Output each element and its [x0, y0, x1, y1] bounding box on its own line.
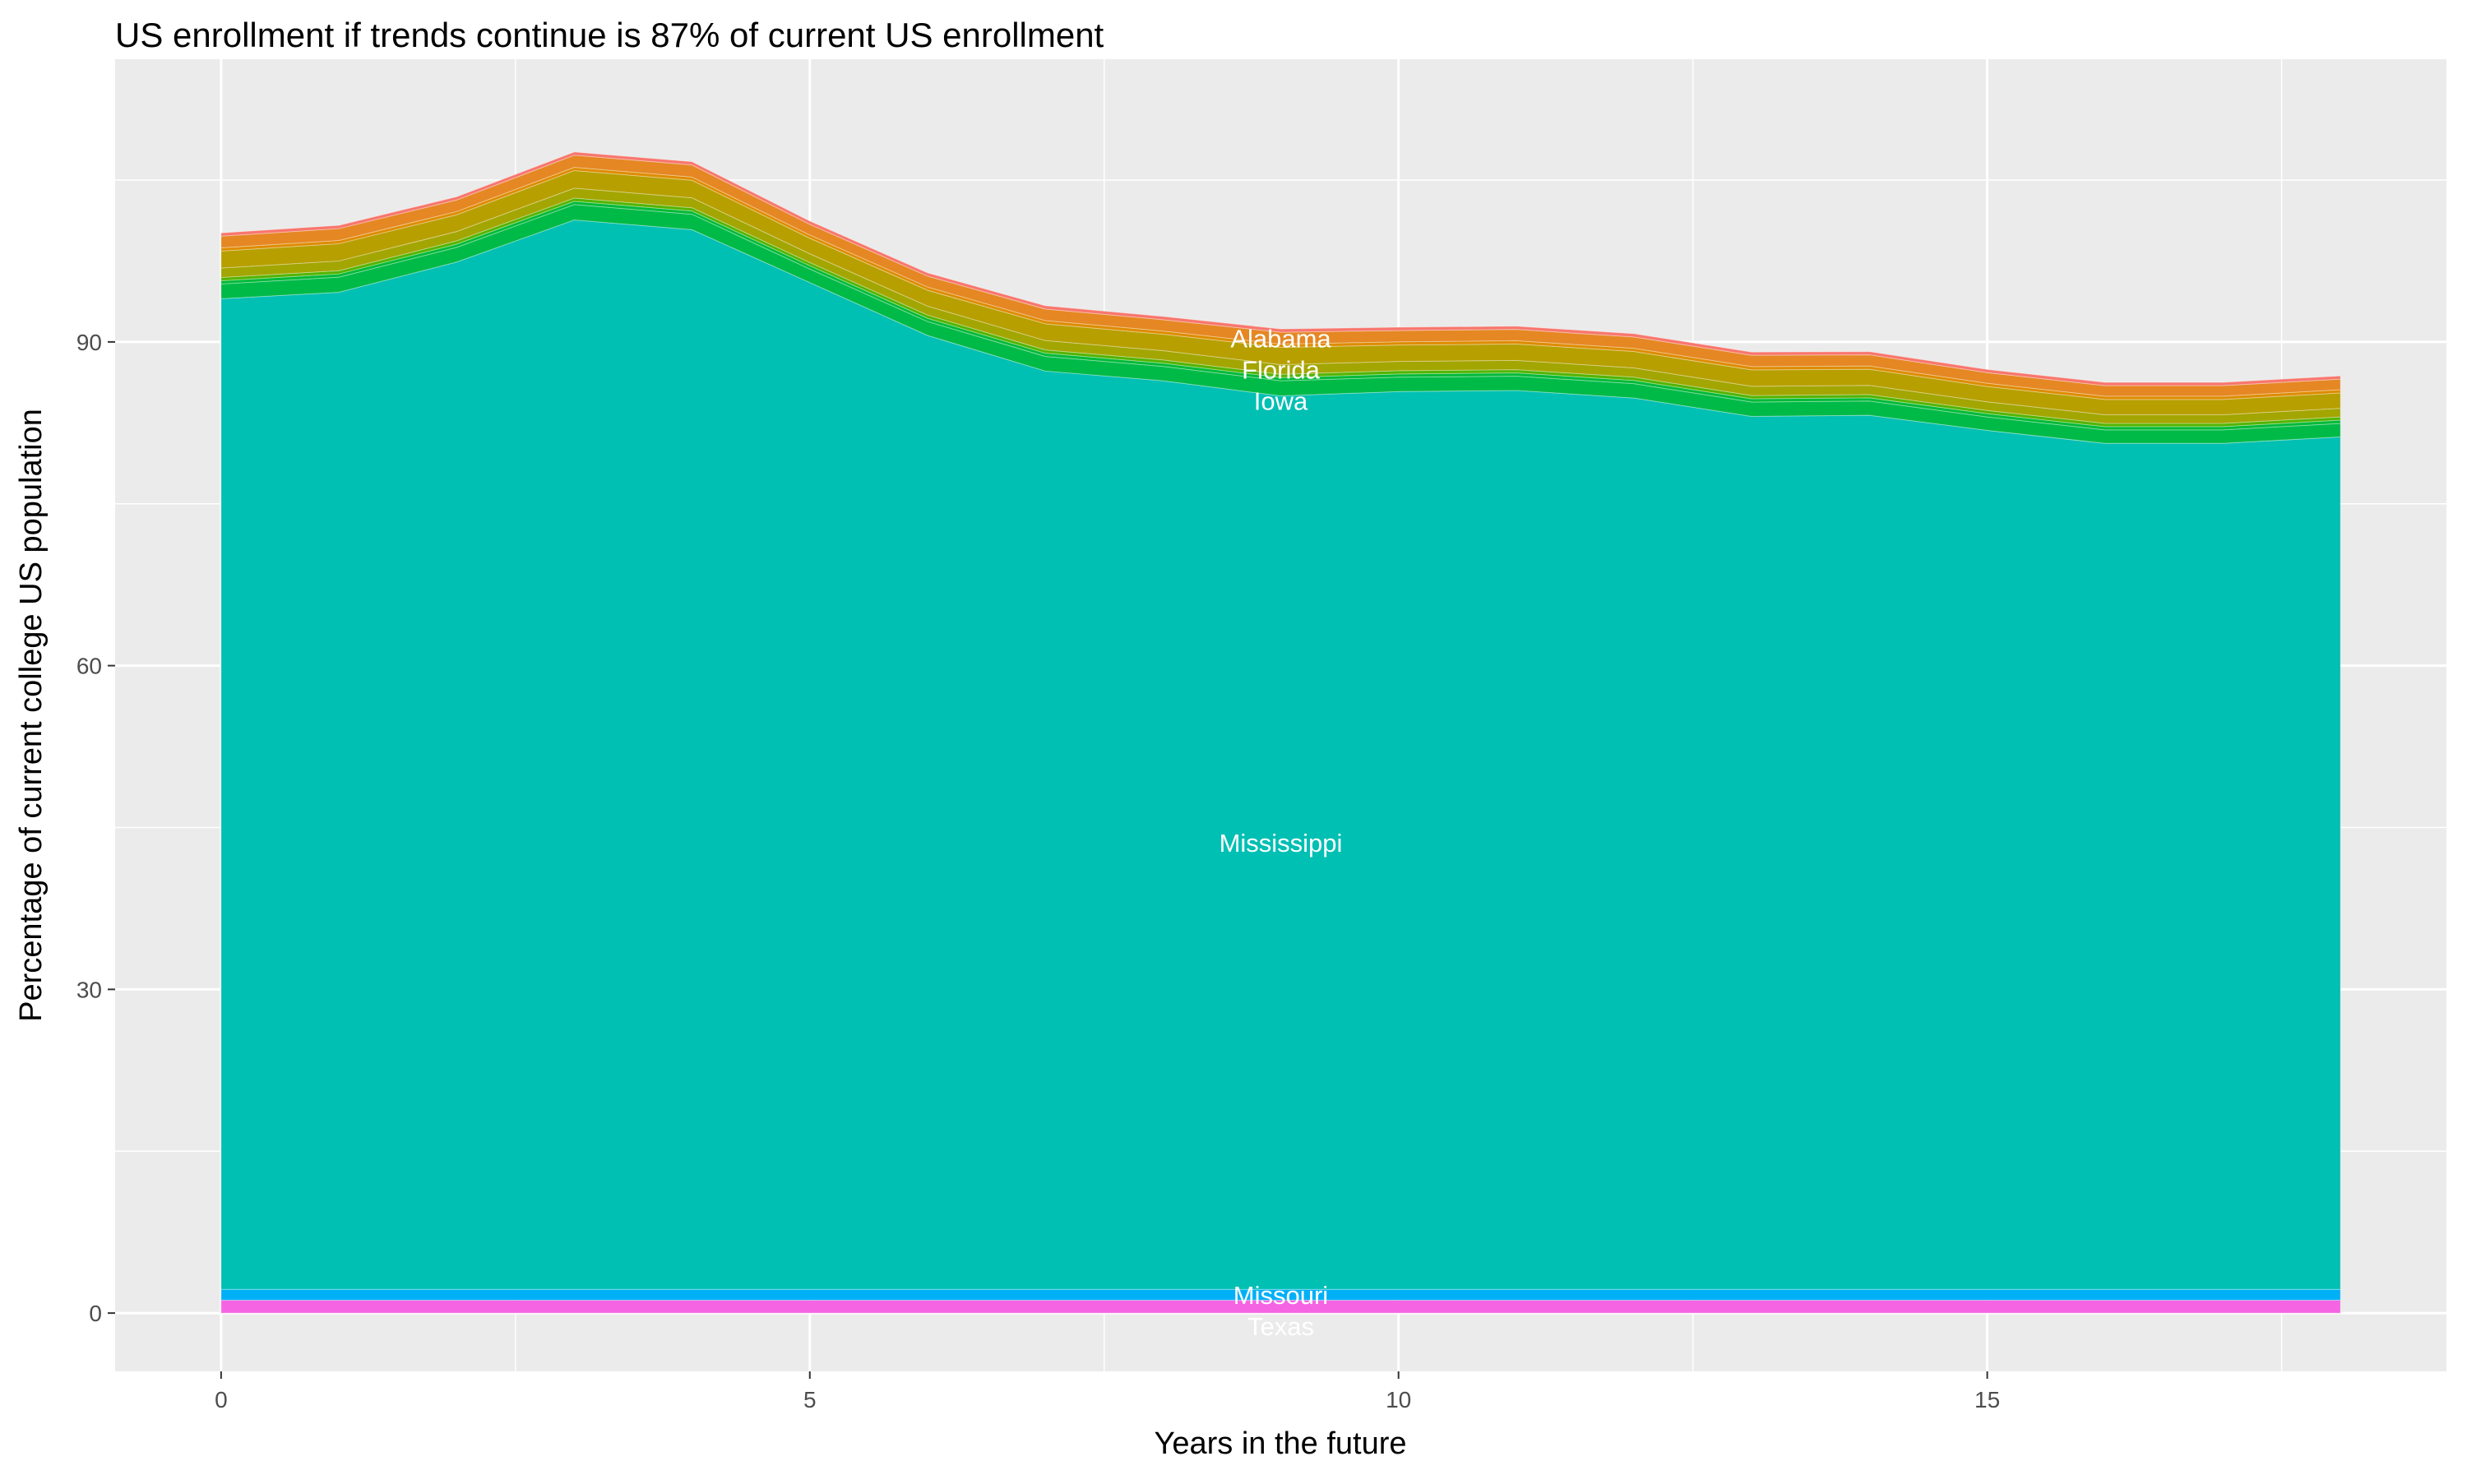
x-tick-label: 10: [1386, 1387, 1411, 1412]
y-axis-title: Percentage of current college US populat…: [14, 409, 49, 1022]
chart-title: US enrollment if trends continue is 87% …: [115, 16, 1104, 54]
area-florida: [220, 169, 2341, 415]
series-label-missouri: Missouri: [1234, 1281, 1328, 1310]
series-label-florida: Florida: [1242, 355, 1321, 384]
area-series-10: [220, 151, 2341, 386]
y-tick-label: 30: [76, 977, 102, 1002]
x-tick-label: 15: [1974, 1387, 2000, 1412]
area-mississippi: [220, 220, 2341, 1290]
area-series-5: [220, 197, 2341, 428]
area-series-6: [220, 187, 2341, 424]
series-label-mississippi: Mississippi: [1220, 829, 1343, 858]
series-label-iowa: Iowa: [1254, 386, 1308, 415]
y-tick-label: 90: [76, 330, 102, 355]
area-texas: [220, 1299, 2341, 1314]
area-layers: [220, 151, 2341, 1314]
y-tick-label: 60: [76, 654, 102, 679]
area-series-8: [220, 167, 2341, 400]
area-iowa: [220, 204, 2341, 444]
axis-ticks: 0 5 10 15 0 30 60 90: [76, 330, 2000, 1412]
x-tick-label: 0: [215, 1387, 228, 1412]
area-alabama: [220, 155, 2341, 397]
area-series-4: [220, 201, 2341, 431]
series-label-alabama: Alabama: [1230, 324, 1331, 353]
y-tick-label: 0: [89, 1301, 102, 1326]
x-axis-title: Years in the future: [1154, 1426, 1406, 1461]
series-label-texas: Texas: [1247, 1312, 1314, 1341]
x-tick-label: 5: [803, 1387, 817, 1412]
